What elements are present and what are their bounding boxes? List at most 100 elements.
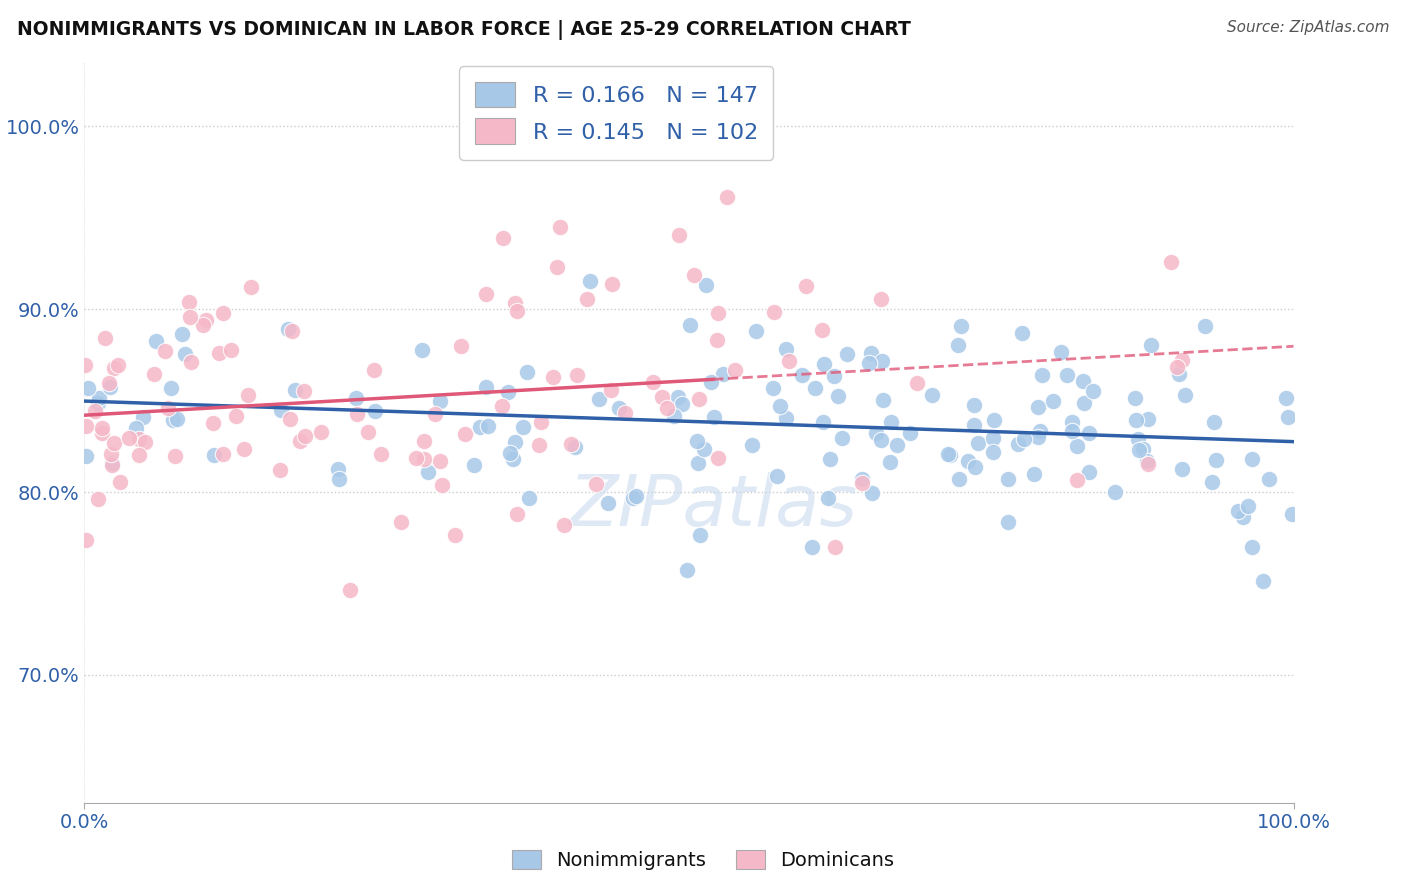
Point (1073, 396, 1095, 410)
Point (981, 445, 1004, 459)
Point (101, 458, 124, 473)
Point (463, 458, 485, 473)
Point (762, 381, 785, 395)
Point (94, 331, 117, 345)
Point (576, 292, 599, 306)
Point (723, 363, 745, 377)
Point (827, 389, 849, 403)
Point (824, 540, 846, 554)
Point (153, 343, 176, 358)
Point (624, 489, 647, 503)
Point (1241, 451, 1264, 466)
Point (156, 401, 179, 416)
Point (100, 447, 122, 461)
Point (804, 381, 827, 395)
Point (311, 425, 333, 439)
Point (898, 426, 921, 441)
Point (503, 434, 526, 449)
Point (1166, 359, 1188, 374)
Point (357, 425, 380, 439)
Point (775, 343, 797, 357)
Point (1024, 467, 1046, 482)
Point (98, 380, 121, 394)
Point (416, 465, 439, 479)
Point (679, 318, 702, 332)
Point (688, 392, 710, 406)
Point (429, 453, 451, 467)
Point (835, 347, 858, 361)
Point (134, 434, 156, 449)
Point (668, 228, 690, 243)
Point (716, 190, 738, 204)
Point (516, 365, 538, 379)
Point (1281, 508, 1303, 522)
Point (823, 368, 845, 383)
Point (599, 384, 621, 398)
Point (921, 387, 943, 401)
Point (550, 219, 572, 234)
Point (328, 472, 350, 486)
Point (450, 339, 472, 353)
Point (132, 409, 155, 424)
Point (202, 448, 225, 462)
Point (84, 403, 107, 417)
Point (1194, 318, 1216, 333)
Point (208, 346, 231, 360)
Point (810, 323, 832, 337)
Point (865, 426, 887, 441)
Point (1071, 374, 1094, 388)
Point (292, 384, 315, 398)
Point (1031, 368, 1053, 383)
Point (1126, 432, 1149, 446)
Point (294, 428, 316, 442)
Point (221, 343, 243, 358)
Point (429, 394, 451, 409)
Point (170, 327, 193, 342)
Point (128, 448, 150, 462)
Point (1136, 457, 1159, 471)
Point (73, 359, 96, 373)
Point (967, 436, 990, 450)
Point (512, 420, 534, 434)
Point (75, 533, 97, 548)
Point (741, 438, 763, 452)
Point (546, 260, 568, 274)
Point (180, 355, 202, 369)
Point (1125, 413, 1147, 427)
Point (651, 390, 673, 404)
Point (1077, 426, 1099, 441)
Point (530, 415, 553, 429)
Point (166, 411, 188, 425)
Point (560, 437, 582, 451)
Point (1277, 410, 1299, 425)
Point (517, 491, 540, 505)
Point (75, 449, 97, 463)
Point (1060, 425, 1083, 439)
Point (962, 398, 984, 412)
Point (370, 447, 392, 461)
Legend: R = 0.166   N = 147, R = 0.145   N = 102: R = 0.166 N = 147, R = 0.145 N = 102 (460, 66, 773, 160)
Point (1104, 484, 1126, 499)
Point (950, 318, 973, 333)
Point (879, 455, 901, 469)
Point (707, 450, 730, 465)
Point (778, 354, 800, 368)
Point (880, 415, 903, 429)
Point (411, 343, 433, 357)
Point (491, 399, 513, 413)
Point (1081, 384, 1104, 398)
Point (1174, 388, 1197, 402)
Point (1026, 400, 1049, 414)
Point (444, 527, 467, 541)
Point (613, 405, 636, 419)
Point (671, 397, 693, 411)
Point (91, 421, 114, 435)
Point (165, 450, 187, 464)
Point (270, 403, 292, 417)
Point (1136, 454, 1159, 468)
Point (328, 462, 350, 476)
Point (1007, 436, 1029, 450)
Point (769, 399, 792, 413)
Point (703, 410, 725, 425)
Point (811, 415, 834, 429)
